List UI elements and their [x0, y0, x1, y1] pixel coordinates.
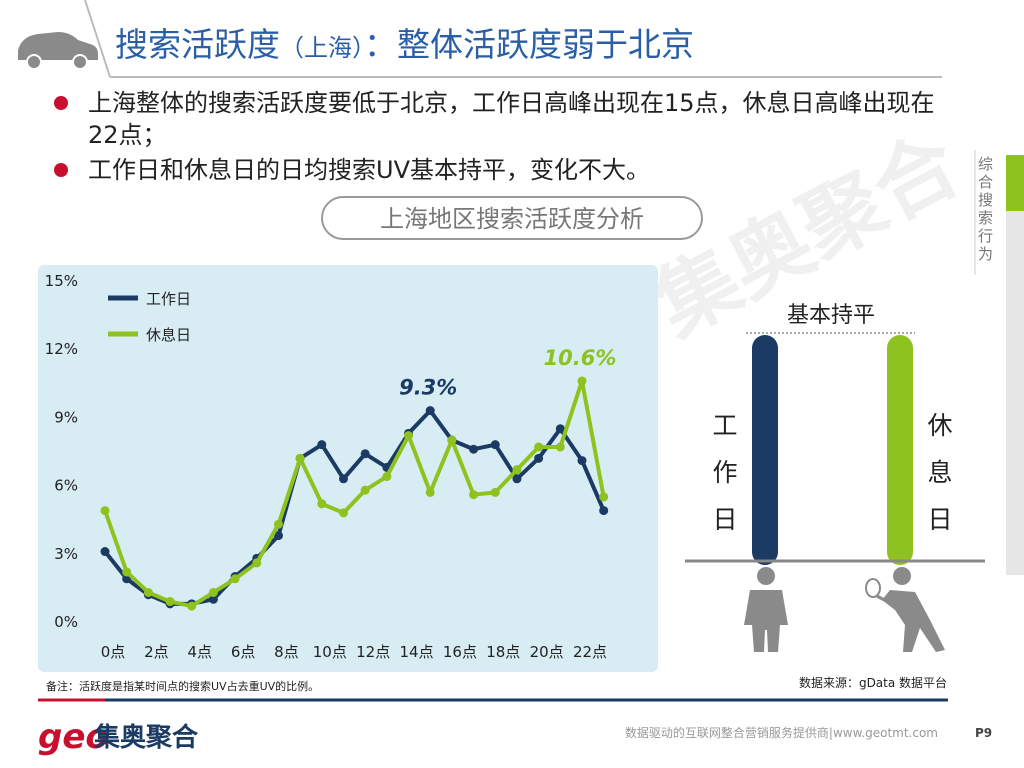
x-tick-label: 20点 [530, 643, 564, 661]
car-wheel [72, 54, 88, 70]
comparison-label: 工作日 [709, 412, 738, 553]
point-marker [100, 547, 110, 557]
point-marker [577, 456, 587, 466]
point-marker [599, 492, 609, 502]
x-tick-label: 2点 [144, 643, 169, 661]
point-marker [100, 506, 110, 516]
worker-icon [744, 567, 788, 652]
point-marker [555, 424, 565, 434]
bullet-text: 上海整体的搜索活跃度要低于北京，工作日高峰出现在15点，休息日高峰出现在22点； [88, 89, 935, 149]
line-chart: 0% 3% 6% 9% 12% 15% 0点 2点 4点 6点 8点 10点 12点 14点 16点 18点 2… [45, 272, 617, 661]
point-marker [252, 558, 262, 568]
point-marker [447, 435, 457, 445]
bullet-text: 工作日和休息日的日均搜索UV基本持平，变化不大。 [88, 156, 650, 184]
y-tick-label: 0% [54, 613, 78, 631]
point-marker [534, 442, 544, 452]
point-marker [512, 474, 522, 484]
point-marker [599, 506, 609, 516]
point-marker [577, 376, 587, 386]
point-marker [317, 440, 327, 450]
page-number: P9 [975, 726, 992, 740]
comparison-title: 基本持平 [787, 303, 875, 328]
point-marker [273, 519, 283, 529]
point-marker [382, 472, 392, 482]
point-marker [490, 440, 500, 450]
point-marker [555, 442, 565, 452]
point-marker [208, 587, 218, 597]
y-tick-label: 12% [45, 340, 78, 358]
y-tick-label: 9% [54, 408, 78, 426]
logo-mark: geo [38, 717, 109, 757]
side-tab-active [1006, 155, 1024, 211]
point-marker [469, 444, 479, 454]
bullet-dot [54, 96, 68, 110]
point-marker [339, 508, 348, 518]
point-marker [317, 499, 327, 509]
slide-title: 搜索活跃度（上海）：整体活跃度弱于北京 [115, 25, 694, 64]
legend-label: 工作日 [146, 290, 191, 308]
side-tab-label: 综合搜索行为 [976, 156, 994, 264]
point-marker [165, 597, 175, 607]
value-label: 10.6% [544, 346, 617, 370]
point-marker [143, 587, 153, 597]
title-region: （上海） [280, 34, 364, 62]
point-marker [339, 474, 348, 484]
point-marker [469, 490, 479, 500]
section-pill [321, 196, 703, 240]
header-divider [84, 0, 111, 78]
chart-panel [38, 265, 658, 672]
comparison-bar [887, 335, 913, 565]
footer-tagline: 数据驱动的互联网整合营销服务提供商|www.geotmt.com [625, 725, 938, 740]
value-label: 9.3% [399, 376, 457, 400]
y-tick-label: 3% [54, 545, 78, 563]
note: 备注：活跃度是指某时间点的搜索UV占去重UV的比例。 [46, 679, 319, 693]
x-tick-label: 14点 [399, 643, 433, 661]
point-marker [230, 574, 240, 584]
car-icon [18, 32, 98, 60]
y-tick-label: 6% [54, 477, 78, 495]
x-tick-label: 0点 [101, 643, 126, 661]
point-marker [490, 487, 500, 497]
bullet-dot [54, 163, 68, 177]
tennis-icon [865, 567, 945, 652]
point-marker [187, 601, 197, 611]
car-wheel [26, 54, 42, 70]
point-marker [360, 485, 370, 495]
point-marker [425, 406, 435, 416]
logo-name: 集奥聚合 [93, 722, 199, 753]
point-marker [295, 453, 305, 463]
title-sub: ：整体活跃度弱于北京 [364, 25, 694, 64]
section-label: 上海地区搜索活跃度分析 [380, 205, 644, 233]
y-tick-label: 15% [45, 272, 78, 290]
x-tick-label: 10点 [313, 643, 347, 661]
point-marker [360, 449, 370, 459]
legend-label: 休息日 [146, 326, 191, 344]
x-tick-label: 12点 [356, 643, 390, 661]
side-tab-bar [1006, 155, 1024, 575]
x-tick-label: 18点 [486, 643, 520, 661]
x-tick-label: 22点 [573, 643, 607, 661]
point-marker [425, 487, 435, 497]
title-main: 搜索活跃度 [115, 25, 280, 64]
x-tick-label: 4点 [187, 643, 212, 661]
x-tick-label: 16点 [443, 643, 477, 661]
x-tick-label: 6点 [231, 643, 256, 661]
point-marker [273, 531, 283, 541]
point-marker [534, 453, 544, 463]
point-marker [512, 465, 522, 475]
point-marker [404, 431, 414, 441]
comparison-label: 休息日 [924, 412, 953, 553]
source: 数据来源：gData 数据平台 [799, 675, 947, 690]
point-marker [208, 594, 218, 604]
point-marker [122, 567, 132, 577]
comparison-bar [752, 335, 778, 565]
x-tick-label: 8点 [274, 643, 299, 661]
